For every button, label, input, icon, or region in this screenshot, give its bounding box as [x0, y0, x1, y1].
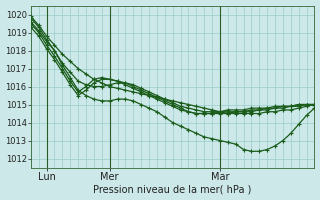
- X-axis label: Pression niveau de la mer( hPa ): Pression niveau de la mer( hPa ): [93, 184, 252, 194]
